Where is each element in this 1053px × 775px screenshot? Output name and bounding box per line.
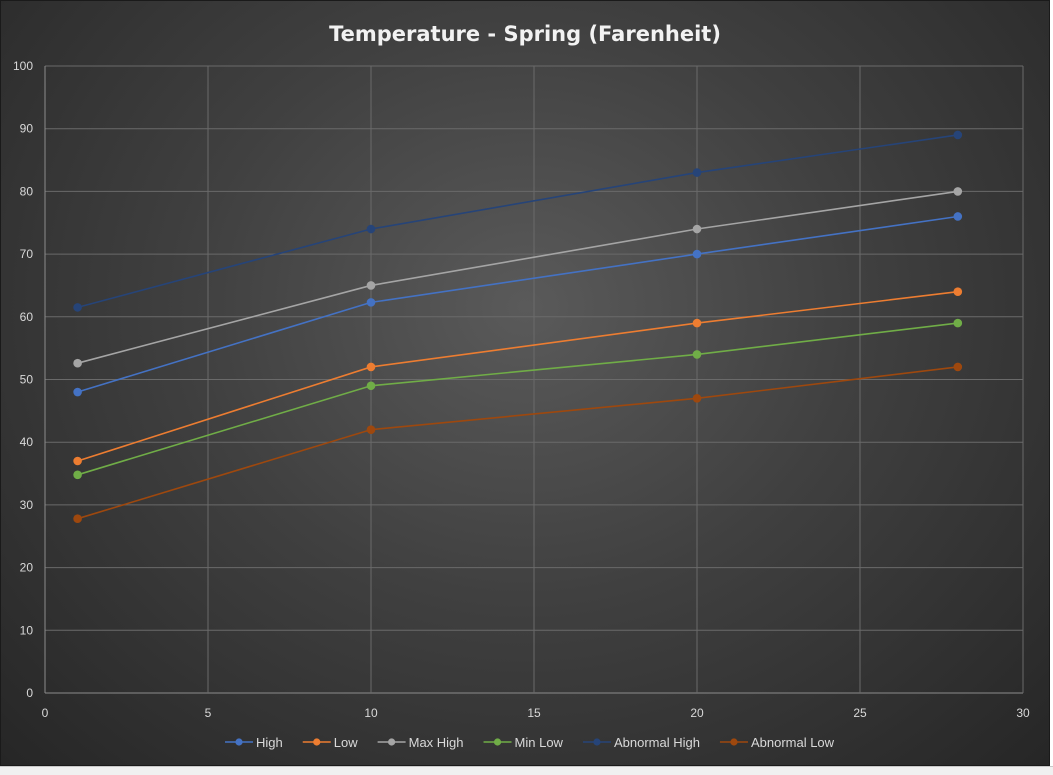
data-point-abnormal-high[interactable]	[366, 224, 376, 234]
series-high[interactable]	[73, 212, 963, 397]
series-line-abnormal-high[interactable]	[77, 134, 958, 309]
legend-swatch-marker	[593, 738, 601, 746]
data-point-min-low[interactable]	[366, 381, 376, 391]
series-abnormal-high[interactable]	[73, 130, 963, 312]
y-tick-label: 0	[26, 686, 33, 700]
series-line-min-low[interactable]	[77, 322, 958, 476]
legend-item-min-low[interactable]: Min Low	[483, 735, 564, 750]
legend-swatch-marker	[313, 738, 321, 746]
legend[interactable]: High Low Max High Min Low Abnormal High Abnor…	[225, 735, 835, 750]
legend-swatch-marker	[235, 738, 243, 746]
y-tick-label: 40	[20, 435, 34, 449]
legend-item-high[interactable]: High	[225, 735, 283, 750]
data-point-max-high[interactable]	[953, 187, 963, 196]
legend-label: Min Low	[515, 735, 564, 750]
series-line-abnormal-low[interactable]	[77, 366, 958, 520]
data-point-min-low[interactable]	[953, 318, 963, 328]
data-point-high[interactable]	[73, 387, 82, 397]
series-max-high[interactable]	[73, 187, 963, 368]
data-point-max-high[interactable]	[366, 281, 376, 290]
y-tick-label: 90	[20, 122, 34, 136]
legend-item-abnormal-low[interactable]: Abnormal Low	[719, 735, 835, 750]
data-point-min-low[interactable]	[692, 350, 702, 359]
data-point-abnormal-low[interactable]	[692, 394, 702, 403]
data-point-max-high[interactable]	[692, 224, 702, 234]
data-point-abnormal-low[interactable]	[73, 514, 82, 523]
y-tick-label: 20	[20, 561, 34, 575]
legend-item-max-high[interactable]: Max High	[377, 735, 464, 750]
legend-label: Max High	[409, 735, 464, 750]
chart-title: Temperature - Spring (Farenheit)	[329, 22, 721, 46]
data-point-abnormal-high[interactable]	[953, 130, 963, 140]
y-tick-label: 80	[20, 184, 34, 198]
x-tick-label: 0	[42, 706, 49, 720]
legend-swatch-marker	[493, 738, 502, 746]
legend-label: Abnormal Low	[751, 735, 835, 750]
data-point-high[interactable]	[692, 249, 702, 259]
data-point-high[interactable]	[953, 212, 963, 221]
series-layer	[73, 130, 963, 523]
series-line-low[interactable]	[77, 290, 958, 462]
y-tick-label: 100	[13, 59, 33, 73]
data-point-max-high[interactable]	[73, 358, 82, 368]
series-low[interactable]	[73, 287, 963, 466]
y-tick-label: 30	[20, 498, 34, 512]
data-point-abnormal-low[interactable]	[953, 362, 963, 372]
x-tick-label: 20	[690, 706, 704, 720]
data-point-low[interactable]	[366, 362, 376, 372]
x-tick-label: 5	[205, 706, 212, 720]
data-point-low[interactable]	[73, 456, 82, 466]
series-line-high[interactable]	[77, 215, 958, 393]
data-point-low[interactable]	[953, 287, 963, 297]
legend-swatch-marker	[388, 738, 396, 746]
data-point-abnormal-high[interactable]	[692, 168, 702, 177]
legend-swatch-marker	[730, 738, 738, 746]
y-tick-label: 50	[20, 373, 34, 387]
legend-label: Low	[334, 735, 358, 750]
legend-item-abnormal-high[interactable]: Abnormal High	[582, 735, 700, 750]
sheet-tab-strip	[0, 766, 1053, 775]
x-tick-label: 15	[527, 706, 541, 720]
x-tick-label: 25	[853, 706, 867, 720]
data-point-low[interactable]	[692, 318, 702, 328]
gridlines	[44, 65, 1024, 694]
x-tick-label: 10	[364, 706, 378, 720]
data-point-abnormal-high[interactable]	[73, 303, 82, 312]
x-tick-label: 30	[1016, 706, 1030, 720]
y-tick-label: 70	[20, 247, 34, 261]
data-point-min-low[interactable]	[73, 470, 82, 480]
y-tick-label: 60	[20, 310, 34, 324]
data-point-high[interactable]	[366, 298, 376, 307]
legend-label: High	[256, 735, 283, 750]
y-tick-label: 10	[20, 623, 34, 637]
data-point-abnormal-low[interactable]	[366, 425, 376, 434]
legend-item-low[interactable]: Low	[302, 735, 358, 750]
axis-tick-labels: 0 10 20 30 40 50 60 70 80 90 100 0 5 10 15 20 25 30	[13, 59, 1030, 720]
series-line-max-high[interactable]	[77, 190, 958, 364]
series-abnormal-low[interactable]	[73, 362, 963, 523]
series-min-low[interactable]	[73, 318, 963, 480]
legend-label: Abnormal High	[614, 735, 700, 750]
